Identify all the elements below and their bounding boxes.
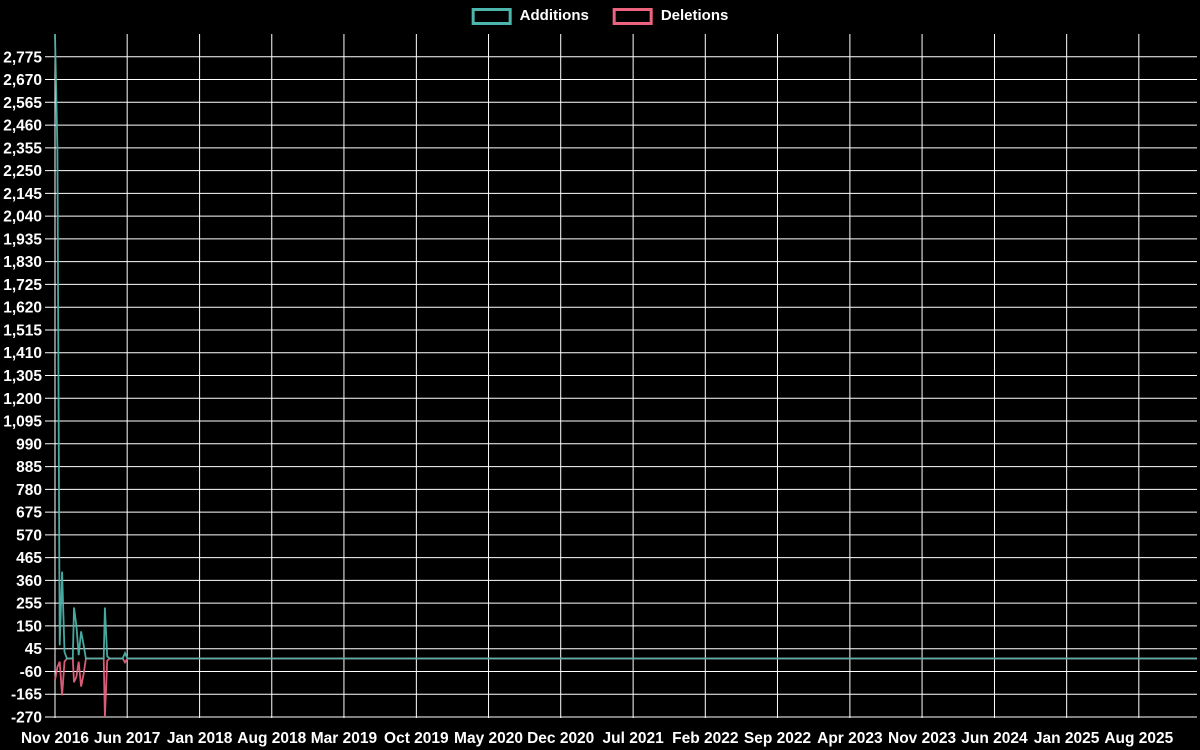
- y-axis-label: 1,515: [3, 322, 42, 339]
- y-axis-label: 1,830: [3, 254, 42, 271]
- y-axis-label: 255: [16, 596, 42, 613]
- y-axis-label: 2,250: [3, 163, 42, 180]
- x-axis-label: Oct 2019: [384, 730, 449, 747]
- y-axis-label: 780: [16, 482, 42, 499]
- y-axis-label: 2,040: [3, 209, 42, 226]
- y-axis-label: 2,145: [3, 186, 42, 203]
- additions-line: [54, 33, 1197, 660]
- x-axis-label: Mar 2019: [311, 730, 378, 747]
- y-axis-label: 360: [16, 573, 42, 590]
- x-axis-label: Jan 2025: [1034, 730, 1100, 747]
- x-axis-label: Jan 2018: [167, 730, 233, 747]
- x-axis-label: Feb 2022: [672, 730, 738, 747]
- y-axis-label: 2,355: [3, 140, 42, 157]
- legend-item-deletions[interactable]: Deletions: [612, 7, 729, 25]
- y-axis-label: 45: [25, 641, 43, 658]
- x-axis-label: Apr 2023: [817, 730, 883, 747]
- y-axis-label: 1,935: [3, 231, 42, 248]
- y-axis-label: 2,670: [3, 72, 42, 89]
- x-axis-label: May 2020: [454, 730, 523, 747]
- y-axis-label: 2,565: [3, 95, 42, 112]
- y-axis-label: -60: [20, 664, 42, 681]
- y-axis-label: 2,460: [3, 118, 42, 135]
- x-axis-label: Jun 2024: [961, 730, 1028, 747]
- legend-label-additions: Additions: [519, 7, 589, 24]
- y-axis-label: 1,305: [3, 368, 42, 385]
- y-axis-label: 990: [16, 436, 42, 453]
- x-axis-label: Aug 2018: [237, 730, 306, 747]
- x-axis-label: Sep 2022: [744, 730, 811, 747]
- y-axis-label: -270: [11, 710, 42, 727]
- legend-label-deletions: Deletions: [660, 7, 729, 24]
- deletions-swatch-icon: [612, 7, 653, 25]
- x-axis-label: Nov 2016: [21, 730, 89, 747]
- x-axis-label: Dec 2020: [527, 730, 594, 747]
- y-axis-label: 1,725: [3, 277, 42, 294]
- y-axis-label: 150: [16, 618, 42, 635]
- deletions-line: [54, 657, 1197, 718]
- y-axis-label: 465: [16, 550, 42, 567]
- y-axis-label: 1,410: [3, 345, 42, 362]
- x-axis-label: Jun 2017: [94, 730, 160, 747]
- additions-swatch-icon: [471, 7, 512, 25]
- y-axis-label: 675: [16, 505, 42, 522]
- y-axis-label: 570: [16, 527, 42, 544]
- y-axis-label: 885: [16, 459, 42, 476]
- x-axis-label: Nov 2023: [888, 730, 956, 747]
- y-axis-label: 1,095: [3, 414, 42, 431]
- x-axis-label: Aug 2025: [1104, 730, 1173, 747]
- legend-item-additions[interactable]: Additions: [471, 7, 589, 25]
- y-axis-label: 2,775: [3, 49, 42, 66]
- x-axis-label: Jul 2021: [603, 730, 665, 747]
- y-axis-label: -165: [11, 687, 42, 704]
- y-axis-label: 1,200: [3, 391, 42, 408]
- y-axis-label: 1,620: [3, 300, 42, 317]
- chart-legend: Additions Deletions: [471, 7, 729, 25]
